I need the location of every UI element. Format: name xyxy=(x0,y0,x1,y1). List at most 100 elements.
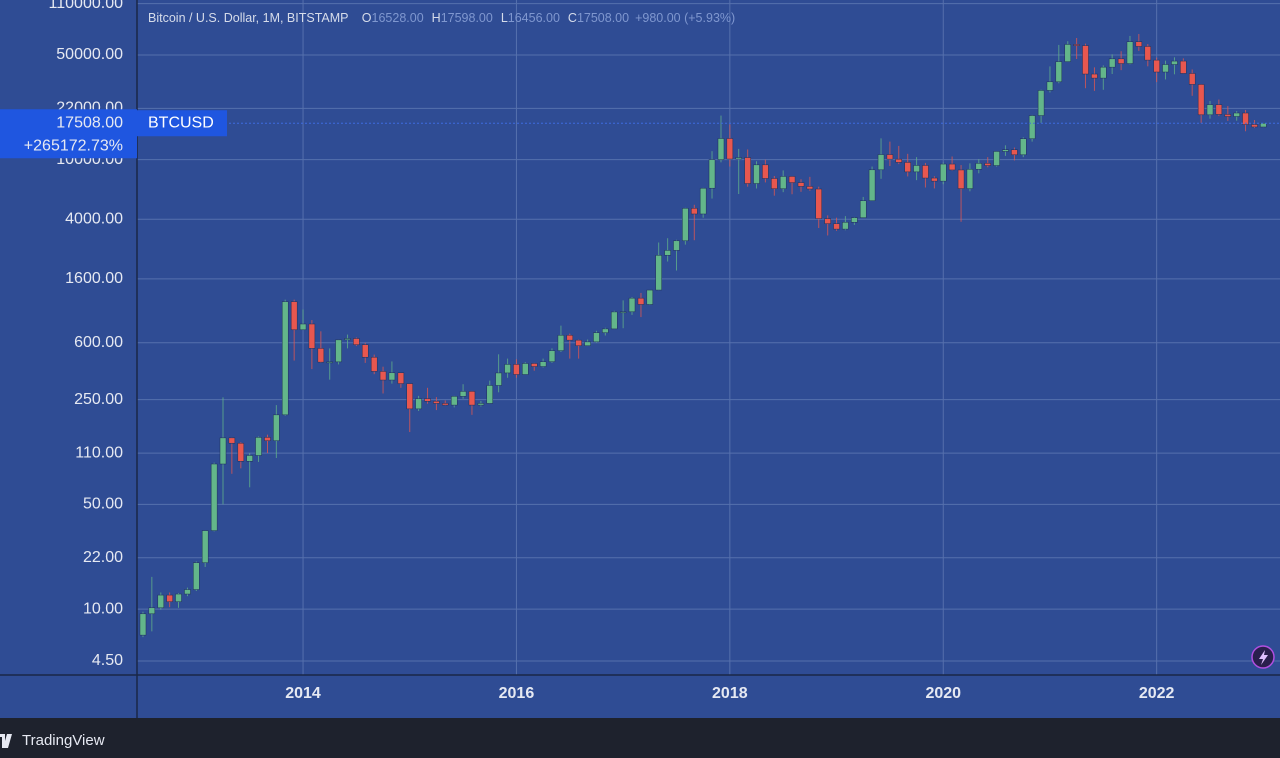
candle-body xyxy=(584,341,591,346)
candle-body xyxy=(744,157,751,184)
y-tick-label: 4.50 xyxy=(92,652,123,669)
candle-body xyxy=(664,250,671,256)
candle-body xyxy=(379,371,387,381)
y-tick-label: 22.00 xyxy=(83,549,123,566)
candle-body xyxy=(486,385,494,404)
candle-body xyxy=(148,607,156,615)
candle-body xyxy=(1117,58,1125,64)
candle-body xyxy=(602,328,609,333)
candle-body xyxy=(682,208,689,242)
candle-body xyxy=(966,169,974,189)
candle-body xyxy=(361,344,369,358)
candle-body xyxy=(1002,149,1009,152)
y-tick-label: 50.00 xyxy=(83,496,123,513)
candle-body xyxy=(210,463,218,531)
background xyxy=(0,0,1280,718)
candle-body xyxy=(628,297,636,313)
candle-body xyxy=(246,455,253,462)
candle-body xyxy=(1100,66,1107,79)
y-tick-label: 600.00 xyxy=(74,334,123,351)
candle-body xyxy=(922,165,929,179)
x-tick-label: 2020 xyxy=(925,685,961,702)
candle-body xyxy=(833,223,840,230)
candle-body xyxy=(1144,46,1152,61)
candle-body xyxy=(255,437,262,456)
legend-key: C xyxy=(568,11,577,25)
legend-header: Bitcoin / U.S. Dollar, 1M, BITSTAMP O165… xyxy=(148,11,735,25)
y-tick-label: 110.00 xyxy=(75,444,123,461)
candle-body xyxy=(317,348,325,363)
candle-body xyxy=(157,594,165,609)
candle-body xyxy=(1011,149,1018,156)
candle-body xyxy=(1073,44,1080,46)
x-tick-label: 2018 xyxy=(712,685,748,702)
candle-body xyxy=(948,163,956,171)
legend-key: O xyxy=(362,11,372,25)
y-tick-label: 110000.00 xyxy=(49,0,124,12)
brand-name: TradingView xyxy=(22,732,105,749)
candle-body xyxy=(957,169,965,189)
legend-change: +980.00 (+5.93%) xyxy=(635,11,735,25)
candle-body xyxy=(1055,61,1063,83)
candle-body xyxy=(904,162,911,173)
candle-body xyxy=(753,164,760,184)
candle-body xyxy=(788,176,796,183)
symbol-title: Bitcoin / U.S. Dollar, 1M, BITSTAMP xyxy=(148,11,348,25)
candle-body xyxy=(468,391,476,406)
lightning-icon xyxy=(1259,650,1268,665)
candle-body xyxy=(1215,104,1223,115)
candle-body xyxy=(611,311,618,330)
candle-body xyxy=(219,437,227,465)
candle-body xyxy=(442,403,449,406)
candle-body xyxy=(548,350,556,362)
candle-body xyxy=(1206,104,1214,116)
candle-body xyxy=(939,163,947,182)
y-tick-label: 4000.00 xyxy=(65,211,123,228)
candles xyxy=(139,34,1267,638)
candle-body xyxy=(290,301,298,331)
candle-body xyxy=(1020,138,1027,156)
x-tick-label: 2016 xyxy=(499,685,535,702)
candle-body xyxy=(1224,114,1232,117)
candle-body xyxy=(326,361,333,364)
candle-body xyxy=(308,323,316,349)
candle-body xyxy=(370,356,378,372)
candle-body xyxy=(459,391,467,397)
candle-body xyxy=(1108,58,1116,68)
candle-body xyxy=(1028,115,1036,139)
candle-body xyxy=(1180,60,1187,74)
replay-button[interactable] xyxy=(1251,645,1275,669)
candle-body xyxy=(450,396,458,406)
candle-body xyxy=(184,589,191,595)
candle-body xyxy=(1135,41,1143,47)
candle-body xyxy=(406,383,413,410)
candle-body xyxy=(1064,44,1072,62)
candle-body xyxy=(335,339,342,363)
candle-body xyxy=(575,339,582,346)
candle-body xyxy=(886,154,894,160)
candle-body xyxy=(193,562,200,590)
y-tick-label: 1600.00 xyxy=(65,270,123,287)
candle-body xyxy=(1260,122,1267,128)
y-tick-label: 10.00 xyxy=(83,600,123,617)
candle-body xyxy=(344,338,351,341)
candle-body xyxy=(931,177,938,182)
candle-body xyxy=(522,363,529,375)
candle-body xyxy=(868,169,876,201)
candle-body xyxy=(264,437,271,441)
candle-body xyxy=(1126,41,1134,64)
candle-body xyxy=(495,372,502,386)
candle-body xyxy=(779,176,787,189)
candle-body xyxy=(726,138,734,160)
candle-body xyxy=(281,301,289,416)
last-price-label: 17508.00 xyxy=(56,114,123,131)
candle-body xyxy=(797,182,805,187)
candle-body xyxy=(299,323,307,331)
candle-body xyxy=(539,361,547,367)
candle-body xyxy=(201,530,209,563)
candle-body xyxy=(771,178,778,189)
candle-body xyxy=(1037,90,1045,116)
candle-body xyxy=(557,334,565,351)
candle-body xyxy=(531,363,538,367)
candle-body xyxy=(877,154,885,171)
